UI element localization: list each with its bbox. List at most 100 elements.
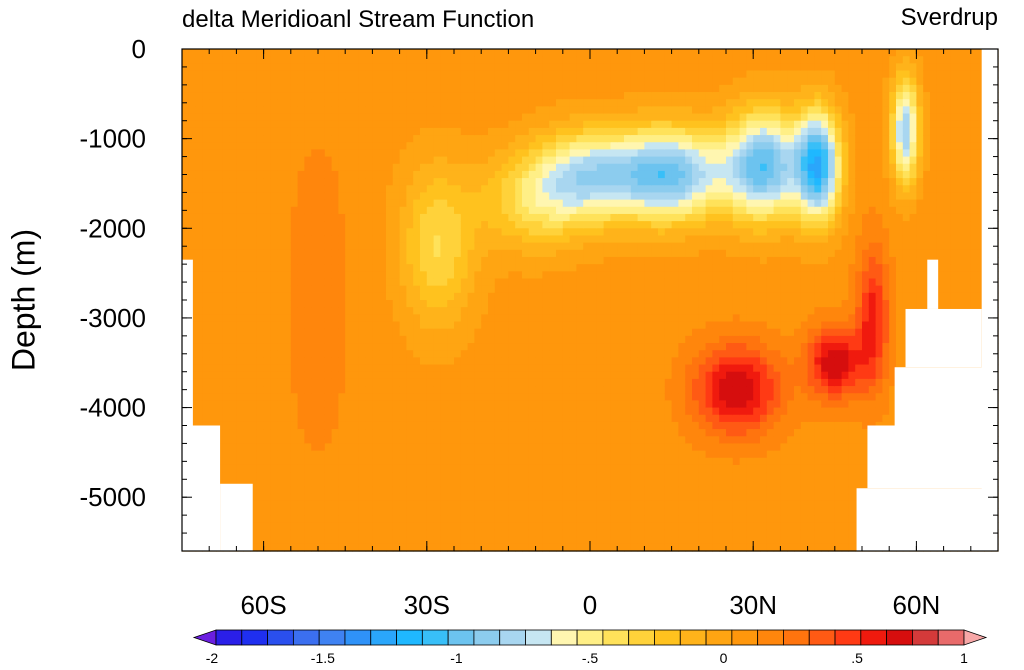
field-cell	[488, 300, 496, 308]
field-cell	[324, 99, 333, 107]
field-cell	[528, 364, 537, 373]
field-cell	[658, 206, 666, 215]
field-cell	[216, 407, 224, 416]
field-cell	[569, 543, 577, 552]
field-cell	[535, 457, 543, 466]
field-cell	[528, 156, 537, 165]
field-cell	[522, 199, 530, 208]
field-cell	[535, 472, 543, 480]
field-cell	[535, 314, 543, 323]
field-cell	[610, 228, 618, 237]
field-cell	[372, 178, 380, 186]
field-cell	[365, 221, 373, 229]
field-cell	[352, 221, 360, 229]
field-cell	[467, 163, 475, 172]
field-cell	[501, 142, 509, 150]
field-cell	[256, 536, 265, 545]
field-cell	[569, 256, 577, 265]
field-cell	[440, 543, 448, 552]
field-cell	[617, 350, 625, 358]
field-cell	[528, 213, 537, 222]
field-cell	[447, 328, 455, 337]
field-cell	[556, 443, 564, 452]
field-cell	[338, 335, 346, 344]
field-cell	[576, 92, 584, 100]
field-cell	[358, 529, 367, 538]
field-cell	[338, 371, 346, 380]
field-cell	[501, 178, 509, 186]
field-cell	[522, 271, 530, 280]
field-cell	[515, 271, 523, 280]
field-cell	[617, 127, 625, 136]
field-cell	[243, 120, 251, 129]
field-cell	[651, 479, 659, 488]
field-cell	[515, 199, 523, 208]
field-cell	[447, 92, 455, 100]
field-cell	[637, 221, 645, 229]
field-cell	[460, 285, 469, 294]
field-cell	[603, 421, 611, 430]
field-cell	[358, 400, 367, 409]
field-cell	[379, 235, 387, 244]
field-cell	[406, 192, 414, 201]
field-cell	[467, 364, 475, 373]
field-cell	[467, 529, 475, 538]
field-cell	[277, 486, 285, 495]
field-cell	[637, 156, 645, 165]
field-cell	[651, 393, 659, 401]
field-cell	[345, 70, 353, 79]
field-cell	[583, 443, 591, 452]
field-cell	[603, 70, 611, 79]
field-cell	[229, 343, 237, 351]
field-cell	[413, 49, 421, 57]
field-cell	[467, 99, 475, 107]
field-cell	[195, 307, 203, 315]
field-cell	[324, 515, 333, 523]
field-cell	[637, 429, 645, 437]
field-cell	[644, 414, 652, 423]
field-cell	[413, 63, 421, 72]
field-cell	[379, 113, 387, 122]
field-cell	[651, 142, 659, 150]
field-cell	[304, 278, 312, 287]
field-cell	[392, 278, 401, 287]
field-cell	[630, 429, 639, 437]
field-cell	[352, 400, 360, 409]
field-cell	[236, 371, 244, 380]
field-cell	[651, 106, 659, 115]
field-cell	[324, 429, 333, 437]
field-cell	[535, 443, 543, 452]
field-cell	[610, 335, 618, 344]
field-cell	[202, 242, 210, 251]
field-cell	[236, 307, 244, 315]
field-cell	[263, 314, 271, 323]
field-cell	[610, 464, 618, 473]
field-cell	[297, 364, 305, 373]
field-cell	[522, 77, 530, 86]
field-cell	[454, 328, 462, 337]
field-cell	[318, 421, 326, 430]
field-cell	[256, 70, 265, 79]
field-cell	[624, 400, 632, 409]
field-cell	[542, 49, 550, 57]
field-cell	[481, 515, 489, 523]
field-cell	[304, 127, 312, 136]
field-cell	[617, 70, 625, 79]
field-cell	[195, 213, 203, 222]
field-cell	[562, 407, 571, 416]
field-cell	[229, 386, 237, 394]
field-cell	[420, 472, 428, 480]
field-cell	[651, 264, 659, 272]
field-cell	[331, 543, 339, 552]
field-cell	[481, 429, 489, 437]
field-cell	[658, 300, 666, 308]
field-cell	[583, 192, 591, 201]
field-cell	[542, 529, 550, 538]
field-cell	[311, 185, 319, 194]
field-cell	[433, 221, 441, 229]
field-cell	[440, 429, 448, 437]
field-cell	[426, 321, 435, 330]
field-cell	[528, 221, 537, 229]
field-cell	[637, 271, 645, 280]
field-cell	[630, 142, 639, 150]
